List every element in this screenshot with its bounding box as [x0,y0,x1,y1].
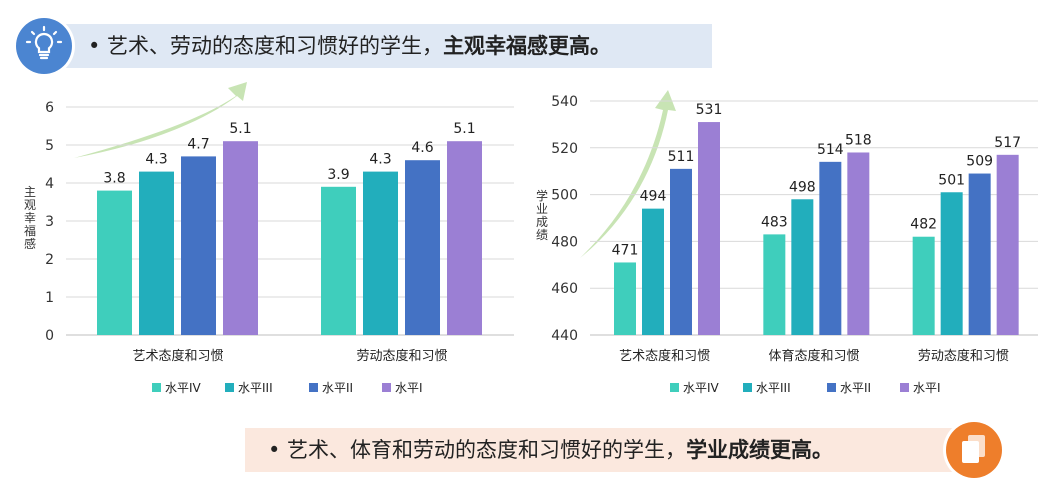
legend-label: 水平III [756,381,791,395]
legend-label: 水平IV [683,381,720,395]
data-label: 3.9 [327,167,349,183]
data-label: 471 [612,242,639,258]
category-label: 劳动态度和习惯 [918,348,1009,364]
bar [321,186,356,335]
legend-swatch [670,383,679,392]
bar [912,236,935,335]
data-label: 4.3 [369,152,391,168]
y-tick-label: 540 [551,94,578,110]
top-banner [40,24,712,68]
bar [181,156,216,335]
legend-label: 水平III [238,381,273,395]
category-label: 艺术态度和习惯 [132,348,223,364]
category-label: 体育态度和习惯 [768,348,859,364]
bar [819,161,842,335]
y-tick-label: 520 [551,141,578,157]
bar [97,190,132,335]
bar [698,122,720,335]
data-label: 4.7 [187,136,209,152]
bar [363,171,398,335]
data-label: 531 [696,102,723,118]
legend-label: 水平II [840,381,871,395]
category-label: 劳动态度和习惯 [356,348,447,364]
legend-label: 水平II [322,381,353,395]
data-label: 482 [910,217,937,233]
legend-swatch [382,383,391,392]
data-label: 4.6 [411,140,433,156]
bottom-banner-normal-text: • 艺术、体育和劳动的态度和习惯好的学生， [268,438,687,462]
bar [139,171,174,335]
legend-label: 水平I [913,381,941,395]
data-label: 494 [640,189,667,205]
bar [847,152,870,335]
y-tick-label: 500 [551,188,578,204]
y-tick-label: 5 [45,138,54,154]
data-label: 4.3 [145,152,167,168]
bar [996,154,1019,335]
legend-swatch [900,383,909,392]
y-tick-label: 480 [551,234,578,250]
bottom-banner-bold-text: 学业成绩更高。 [686,438,834,462]
y-tick-label: 6 [45,100,54,116]
y-tick-label: 1 [45,290,54,306]
data-label: 517 [994,135,1021,151]
legend-swatch [827,383,836,392]
y-tick-label: 2 [45,252,54,268]
bar [447,141,482,335]
top-banner-bold-text: 主观幸福感更高。 [443,34,612,58]
bar [968,173,991,335]
bar [940,192,963,335]
y-tick-label: 440 [551,328,578,344]
data-label: 498 [789,179,816,195]
top-banner-normal-text: • 艺术、劳动的态度和习惯好的学生， [88,34,444,58]
trend-arrow [74,82,247,158]
bar [670,168,692,335]
bar [223,141,258,335]
bar [791,199,814,335]
data-label: 509 [966,154,993,170]
data-label: 5.1 [453,121,475,137]
legend-label: 水平I [395,381,423,395]
bottom-banner [245,428,965,472]
legend-swatch [152,383,161,392]
bar [763,234,786,335]
bar [405,160,440,335]
legend-swatch [743,383,752,392]
data-label: 5.1 [229,121,251,137]
data-label: 483 [761,214,788,230]
data-label: 518 [845,132,872,148]
documents-icon [946,422,1002,478]
bar [614,262,636,335]
top-banner-text: • 艺术、劳动的态度和习惯好的学生，主观幸福感更高。 [88,33,611,59]
bar [642,208,664,335]
data-label: 501 [938,172,965,188]
bottom-banner-text: • 艺术、体育和劳动的态度和习惯好的学生，学业成绩更高。 [268,437,833,463]
category-label: 艺术态度和习惯 [619,348,710,364]
y-tick-label: 3 [45,214,54,230]
y-tick-label: 0 [45,328,54,344]
y-tick-label: 460 [551,281,578,297]
legend-label: 水平IV [165,381,202,395]
y-axis-label: 学业成绩 [536,188,548,242]
data-label: 511 [668,149,695,165]
data-label: 514 [817,142,844,158]
legend-swatch [225,383,234,392]
lightbulb-icon [16,18,72,74]
legend-swatch [309,383,318,392]
trend-arrow [580,90,676,258]
data-label: 3.8 [103,171,125,187]
y-axis-label: 主观幸福感 [24,185,36,251]
y-tick-label: 4 [45,176,54,192]
